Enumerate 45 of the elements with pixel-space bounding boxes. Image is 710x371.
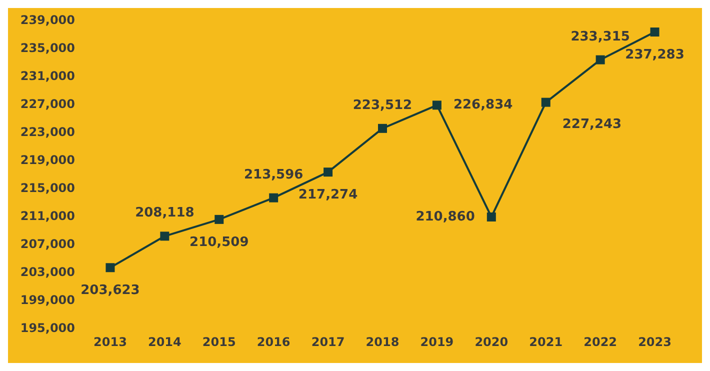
y-tick-label: 207,000 bbox=[20, 237, 75, 251]
data-label: 227,243 bbox=[562, 116, 622, 132]
data-label: 213,596 bbox=[244, 167, 304, 182]
y-tick-label: 195,000 bbox=[20, 321, 75, 335]
x-tick-label: 2020 bbox=[474, 335, 508, 349]
point bbox=[106, 263, 115, 272]
data-label: 208,118 bbox=[135, 206, 194, 221]
y-tick-label: 227,000 bbox=[20, 97, 75, 111]
y-tick-label: 235,000 bbox=[20, 41, 75, 55]
y-tick-label: 199,000 bbox=[20, 293, 75, 307]
data-label: 233,315 bbox=[570, 29, 630, 44]
x-tick-label: 2018 bbox=[366, 335, 400, 349]
x-tick-label: 2021 bbox=[529, 335, 563, 349]
x-tick-label: 2019 bbox=[420, 335, 454, 349]
x-tick-label: 2015 bbox=[202, 335, 236, 349]
point bbox=[378, 124, 387, 133]
x-tick-label: 2022 bbox=[584, 335, 618, 349]
point bbox=[432, 100, 442, 110]
data-label: 217,274 bbox=[298, 188, 358, 203]
point bbox=[541, 98, 550, 107]
data-label: 210,509 bbox=[190, 234, 249, 250]
data-label: 237,283 bbox=[625, 48, 684, 63]
x-tick-label: 2017 bbox=[311, 335, 345, 349]
x-tick-label: 2023 bbox=[638, 335, 672, 349]
point bbox=[160, 232, 170, 241]
x-tick-label: 2016 bbox=[256, 335, 290, 349]
point bbox=[650, 28, 660, 37]
data-label: 210,860 bbox=[416, 209, 475, 224]
data-label: 226,834 bbox=[453, 98, 513, 113]
y-tick-label: 211,000 bbox=[20, 209, 75, 223]
x-tick-label: 2014 bbox=[148, 335, 182, 349]
point bbox=[269, 193, 278, 202]
y-tick-label: 203,000 bbox=[20, 265, 75, 279]
data-label: 203,623 bbox=[80, 283, 140, 298]
y-tick-label: 231,000 bbox=[20, 69, 75, 83]
data-label: 223,512 bbox=[352, 98, 412, 113]
point bbox=[214, 214, 224, 224]
point bbox=[486, 212, 496, 222]
point bbox=[596, 55, 605, 64]
y-tick-label: 219,000 bbox=[20, 153, 75, 167]
y-tick-label: 239,000 bbox=[20, 13, 75, 27]
x-tick-label: 2013 bbox=[94, 335, 127, 349]
point bbox=[324, 168, 333, 177]
y-tick-label: 223,000 bbox=[20, 125, 75, 139]
y-tick-label: 215,000 bbox=[20, 181, 75, 195]
